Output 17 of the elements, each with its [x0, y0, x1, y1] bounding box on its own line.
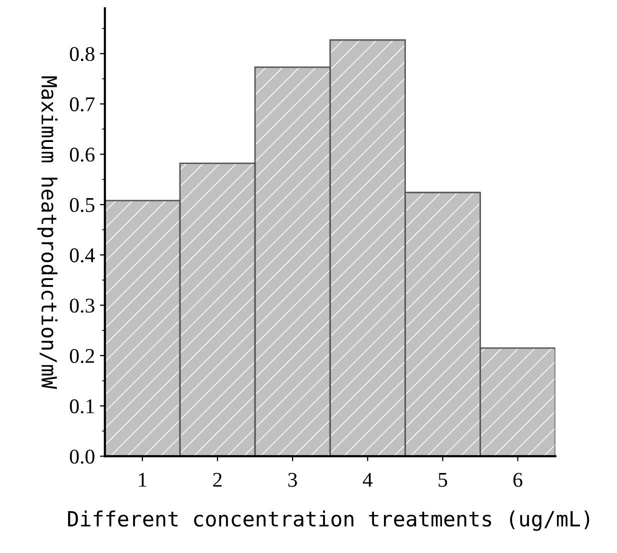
y-tick-label: 0.4	[70, 248, 95, 262]
x-tick-label: 4	[362, 472, 373, 487]
y-tick-label: 0.1	[70, 399, 94, 414]
x-tick-label: 5	[438, 473, 448, 487]
y-axis-title: Maximum heatproduction/mW	[37, 76, 58, 390]
y-tick-label: 0.0	[70, 450, 94, 464]
x-tick-label: 1	[139, 472, 146, 487]
x-axis-title: Different concentration treatments (ug/mL)	[68, 510, 590, 531]
x-tick-label: 2	[213, 472, 222, 487]
y-tick-label: 0.8	[70, 46, 94, 62]
y-tick-label: 0.2	[70, 348, 94, 364]
x-tick-label: 6	[513, 472, 522, 487]
y-tick-label: 0.7	[70, 97, 95, 112]
y-tick-label: 0.5	[70, 198, 94, 212]
y-tick-label: 0.6	[70, 148, 95, 162]
x-tick-label: 3	[288, 472, 297, 487]
y-tick-label: 0.3	[70, 298, 94, 313]
